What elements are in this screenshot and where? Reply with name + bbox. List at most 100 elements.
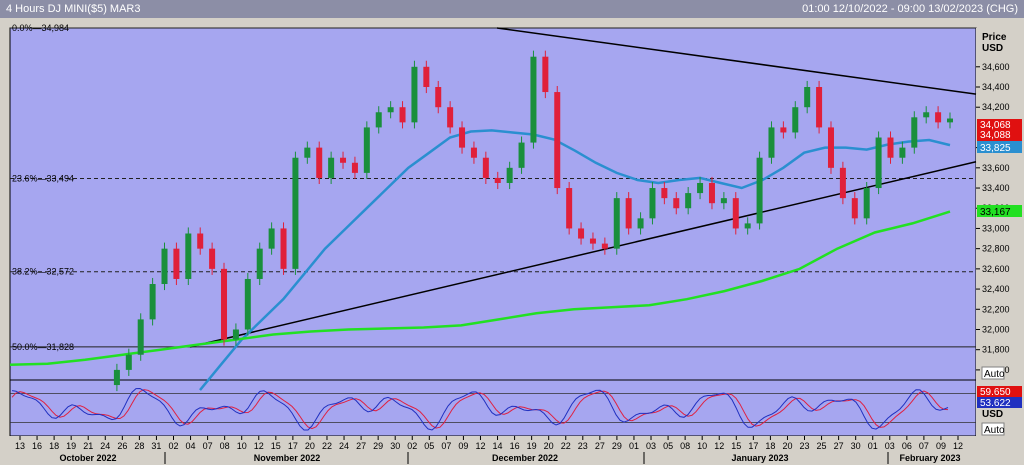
y-tick-label: 33,000 <box>982 223 1010 233</box>
candle-body <box>340 157 347 163</box>
candle-body <box>447 107 454 128</box>
x-tick-label: 29 <box>373 441 383 451</box>
candle-body <box>173 248 180 279</box>
candle-body <box>506 167 513 183</box>
badge-last-price-value: 34,068 <box>980 120 1011 131</box>
x-tick-label: 15 <box>271 441 281 451</box>
candle-body <box>756 157 763 224</box>
x-tick-label: 05 <box>424 441 434 451</box>
candle-body <box>232 329 239 340</box>
candle-body <box>435 87 442 108</box>
candle-body <box>566 188 573 229</box>
candle-body <box>197 233 204 249</box>
candle-body <box>911 117 918 148</box>
x-tick-label: 19 <box>527 441 537 451</box>
x-tick-label: 20 <box>305 441 315 451</box>
candle-body <box>268 228 275 249</box>
candle-body <box>256 248 263 279</box>
x-tick-label: 30 <box>851 441 861 451</box>
candle-body <box>125 354 132 370</box>
x-tick-label: 06 <box>902 441 912 451</box>
x-tick-label: 09 <box>936 441 946 451</box>
candle-body <box>292 157 299 269</box>
candle-body <box>423 66 430 88</box>
y-tick-label: 33,400 <box>982 183 1010 193</box>
candle-body <box>851 198 858 219</box>
x-tick-label: 30 <box>390 441 400 451</box>
badge-last-price-value-2: 34,088 <box>980 130 1011 141</box>
candle-body <box>316 147 323 178</box>
candle-body <box>470 147 477 158</box>
x-tick-label: 02 <box>407 441 417 451</box>
candle-body <box>530 56 537 143</box>
osc-k-line <box>11 387 949 431</box>
x-tick-label: 07 <box>919 441 929 451</box>
candle-body <box>899 147 906 158</box>
title-bar: 4 Hours DJ MINI($5) MAR3 01:00 12/10/202… <box>0 0 1024 18</box>
x-tick-label: 15 <box>731 441 741 451</box>
y-tick-label: 32,400 <box>982 284 1010 294</box>
candle-body <box>887 137 894 158</box>
x-tick-label: 25 <box>817 441 827 451</box>
x-tick-label: 07 <box>203 441 213 451</box>
osc-unit: USD <box>982 409 1003 420</box>
candle-body <box>780 127 787 133</box>
y-tick-label: 32,600 <box>982 264 1010 274</box>
candle-body <box>708 182 715 204</box>
x-tick-label: 22 <box>322 441 332 451</box>
x-tick-label: 12 <box>475 441 485 451</box>
osc-auto-label: Auto <box>984 425 1005 436</box>
osc-panel[interactable] <box>9 379 977 437</box>
price-panel[interactable] <box>9 27 977 381</box>
candle-body <box>280 228 287 269</box>
candle-body <box>935 112 942 123</box>
x-tick-label: 19 <box>66 441 76 451</box>
x-tick-label: 27 <box>834 441 844 451</box>
candle-body <box>351 162 358 173</box>
x-tick-label: 22 <box>561 441 571 451</box>
fib-label: 0.0%—34,984 <box>12 23 69 33</box>
candle-body <box>209 248 216 269</box>
y-tick-label: 33,600 <box>982 163 1010 173</box>
candle-body <box>554 92 561 189</box>
candle-body <box>482 157 489 178</box>
x-tick-label: 01 <box>868 441 878 451</box>
candle-body <box>589 238 596 244</box>
x-tick-label: 31 <box>151 441 161 451</box>
x-tick-label: 20 <box>544 441 554 451</box>
month-label: November 2022 <box>254 453 321 463</box>
x-tick-label: 17 <box>748 441 758 451</box>
candle-body <box>185 233 192 279</box>
x-tick-label: 12 <box>254 441 264 451</box>
y-tick-label: 32,800 <box>982 244 1010 254</box>
badge-green-ma-value: 33,167 <box>980 207 1011 218</box>
month-label: October 2022 <box>59 453 116 463</box>
osc-auto-button[interactable]: Auto <box>981 422 1005 436</box>
chart-title: 4 Hours DJ MINI($5) MAR3 <box>6 3 141 15</box>
candle-body <box>792 107 799 133</box>
candle-body <box>387 107 394 113</box>
candle-body <box>649 188 656 219</box>
x-tick-label: 02 <box>168 441 178 451</box>
x-tick-label: 23 <box>800 441 810 451</box>
badge-osc-k: 53.622 <box>977 397 1022 409</box>
candle-body <box>827 127 834 168</box>
month-label: January 2023 <box>731 453 788 463</box>
candle-body <box>518 142 525 168</box>
fib-label: 38.2%—32,572 <box>12 267 74 277</box>
candle-body <box>685 193 692 209</box>
x-tick-label: 10 <box>697 441 707 451</box>
badge-blue-ma: 33,825 <box>977 141 1022 154</box>
candle-body <box>149 284 156 320</box>
candle-body <box>411 66 418 123</box>
x-tick-label: 29 <box>612 441 622 451</box>
x-tick-label: 26 <box>117 441 127 451</box>
price-auto-button[interactable]: Auto <box>981 366 1005 380</box>
x-tick-label: 12 <box>714 441 724 451</box>
y-tick-label: 34,600 <box>982 62 1010 72</box>
badge-last-price: 34,068 34,088 <box>977 119 1022 141</box>
candle-body <box>459 127 466 148</box>
candle-body <box>637 218 644 229</box>
candle-body <box>161 248 168 285</box>
chart-area[interactable]: 0.0%—34,984 23.6%—33,494 38.2%—32,572 50.0%… <box>0 18 1024 465</box>
